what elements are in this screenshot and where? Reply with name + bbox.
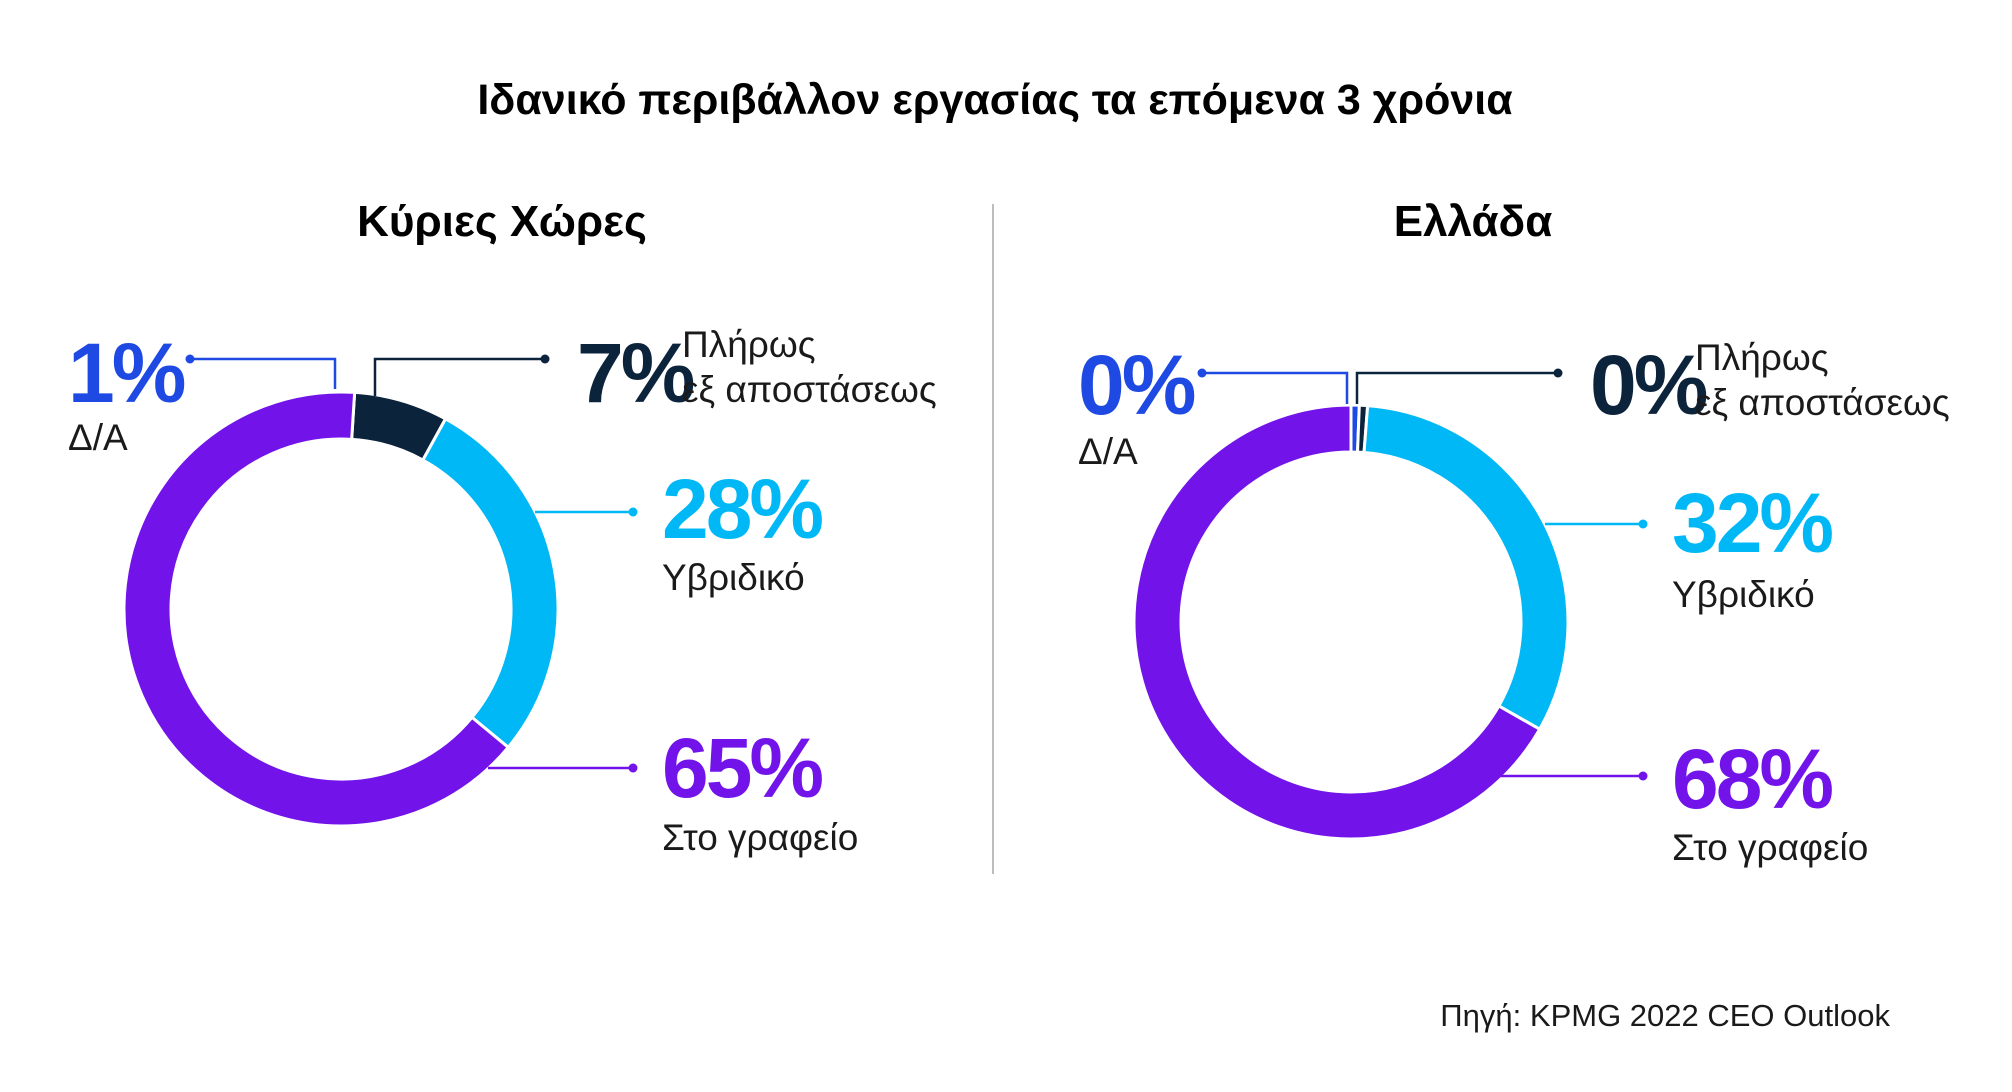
- category-label-line: εξ αποστάσεως: [1695, 382, 1950, 423]
- donut-slice-office: [1132, 403, 1542, 841]
- donut-panel-1: Κύριες Χώρες 1%Δ/Α 7%Πλήρως εξ αποστάσεως 28…: [68, 197, 937, 858]
- value-label-office: 65%: [662, 721, 822, 815]
- category-label-office: Στο γραφείο: [1672, 827, 1868, 868]
- donut-slice-hybrid: [420, 416, 560, 750]
- category-label-line: Υβριδικό: [1672, 574, 1815, 615]
- value-label-remote: 7%: [577, 326, 694, 420]
- value-label-na: 1%: [68, 326, 185, 420]
- category-label-line: Υβριδικό: [662, 557, 805, 598]
- leader-dot-office: [1638, 771, 1648, 781]
- category-label-line: Δ/Α: [1078, 431, 1138, 472]
- category-label-na: Δ/Α: [68, 417, 128, 458]
- leader-dot-remote: [540, 354, 550, 364]
- category-label-na: Δ/Α: [1078, 431, 1138, 472]
- source-note: Πηγή: KPMG 2022 CEO Outlook: [1440, 998, 1890, 1033]
- category-label-remote: Πλήρως εξ αποστάσεως: [682, 324, 937, 410]
- leader-dot-hybrid: [1638, 519, 1648, 529]
- leader-dot-na: [1197, 368, 1207, 378]
- panel-heading: Ελλάδα: [1394, 197, 1553, 246]
- category-label-line: εξ αποστάσεως: [682, 369, 937, 410]
- category-label-remote: Πλήρως εξ αποστάσεως: [1695, 337, 1950, 423]
- value-label-na: 0%: [1078, 338, 1195, 432]
- category-label-line: Πλήρως: [1695, 337, 1829, 378]
- leader-dot-hybrid: [628, 507, 638, 517]
- value-label-hybrid: 32%: [1672, 476, 1832, 570]
- leader-dot-na: [185, 354, 195, 364]
- category-label-line: Στο γραφείο: [662, 817, 858, 858]
- leader-dot-remote: [1553, 368, 1563, 378]
- leader-line-na: [1202, 371, 1349, 404]
- leader-line-na: [190, 357, 337, 389]
- donut-slice-office: [122, 390, 511, 828]
- value-label-remote: 0%: [1590, 338, 1707, 432]
- donut-slice-hybrid: [1362, 404, 1570, 732]
- panel-heading: Κύριες Χώρες: [357, 197, 647, 246]
- value-label-office: 68%: [1672, 732, 1832, 826]
- category-label-line: Πλήρως: [682, 324, 816, 365]
- value-label-hybrid: 28%: [662, 462, 822, 556]
- leader-line-remote: [1355, 371, 1558, 404]
- category-label-hybrid: Υβριδικό: [662, 557, 805, 598]
- leader-dot-office: [628, 763, 638, 773]
- category-label-line: Δ/Α: [68, 417, 128, 458]
- chart-title: Ιδανικό περιβάλλον εργασίας τα επόμενα 3…: [477, 76, 1512, 124]
- category-label-line: Στο γραφείο: [1672, 827, 1868, 868]
- leader-line-remote: [373, 357, 545, 396]
- category-label-office: Στο γραφείο: [662, 817, 858, 858]
- category-label-hybrid: Υβριδικό: [1672, 574, 1815, 615]
